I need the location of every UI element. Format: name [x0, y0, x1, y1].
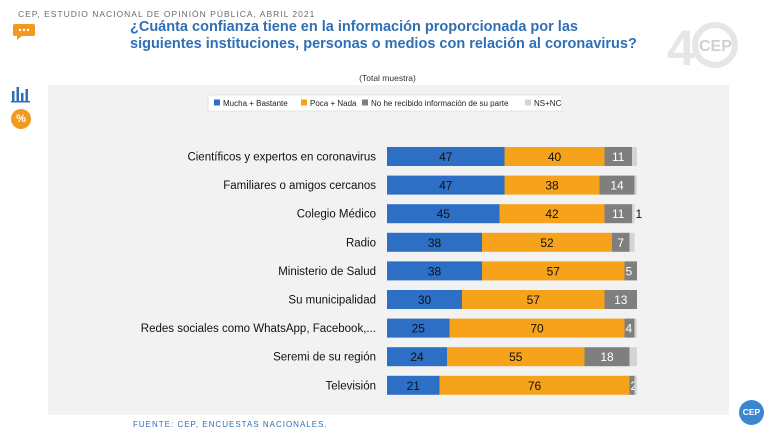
data-label: 11: [612, 150, 625, 164]
bar-no-he-recibido-informacion-de-su-parte: [629, 375, 635, 395]
legend-swatch-no-he-recibido-informacion-de-su-parte: [362, 99, 368, 106]
data-label: 21: [407, 379, 421, 393]
data-label: 70: [530, 322, 544, 336]
data-label: 11: [612, 207, 625, 221]
category-label: Ministerio de Salud: [278, 266, 376, 278]
category-label: Televisión: [326, 380, 377, 392]
bar-poca-nada: [447, 347, 585, 367]
bar-poca-nada: [462, 290, 605, 309]
data-label: 47: [439, 179, 453, 193]
bar-mucha-bastante: [387, 175, 505, 195]
data-label: 57: [527, 293, 541, 307]
legend-swatch-ns-nc: [525, 99, 531, 106]
bar-poca-nada: [504, 147, 605, 166]
bar-mucha-bastante: [387, 261, 482, 281]
bar-no-he-recibido-informacion-de-su-parte: [604, 204, 632, 224]
source-footer: FUENTE: CEP, ENCUESTAS NACIONALES.: [133, 420, 328, 429]
cep-badge[interactable]: CEP: [739, 400, 764, 425]
data-label: 13: [614, 293, 628, 307]
bar-ns-nc: [634, 318, 637, 338]
category-label: Seremi de su región: [273, 352, 376, 364]
bar-ns-nc: [629, 232, 635, 252]
bar-poca-nada: [504, 175, 600, 195]
logo-text: CEP: [699, 38, 732, 55]
data-label: 45: [437, 207, 451, 221]
category-label: Redes sociales como WhatsApp, Facebook,.…: [141, 323, 376, 335]
bar-ns-nc: [632, 147, 637, 166]
bar-ns-nc: [629, 347, 637, 367]
bar-mucha-bastante: [387, 232, 482, 252]
data-label: 38: [545, 179, 559, 193]
data-label: 42: [545, 207, 559, 221]
bar-mucha-bastante: [387, 375, 440, 395]
data-label: 47: [439, 150, 453, 164]
bar-no-he-recibido-informacion-de-su-parte: [599, 175, 635, 195]
data-label: 14: [610, 179, 624, 193]
chart-title: ¿Cuánta confianza tiene en la informació…: [130, 19, 637, 52]
bar-mucha-bastante: [387, 204, 500, 224]
data-label: 30: [418, 293, 432, 307]
bar-mucha-bastante: [387, 347, 447, 367]
data-label: 2: [631, 379, 638, 393]
data-label: 55: [509, 350, 523, 364]
bar-chart-icon[interactable]: [11, 85, 31, 103]
legend-label-ns-nc: NS+NC: [534, 99, 562, 108]
category-label: Familiares o amigos cercanos: [223, 180, 376, 192]
bar-poca-nada: [482, 232, 612, 252]
data-label: 76: [528, 379, 542, 393]
bar-no-he-recibido-informacion-de-su-parte: [604, 147, 632, 166]
bar-ns-nc: [634, 175, 637, 195]
source-header: CEP, ESTUDIO NACIONAL DE OPINIÓN PÚBLICA…: [18, 9, 316, 19]
bar-mucha-bastante: [387, 290, 462, 309]
bar-poca-nada: [499, 204, 605, 224]
data-label: 25: [412, 322, 426, 336]
data-label: 57: [547, 264, 561, 278]
legend-label-poca-nada: Poca + Nada: [310, 99, 357, 108]
data-label: 1: [636, 207, 643, 221]
category-label: Su municipalidad: [288, 295, 376, 307]
data-label: 38: [428, 264, 442, 278]
side-toolbar: %: [11, 85, 37, 129]
data-label: 7: [617, 236, 624, 250]
legend-box: [207, 94, 563, 112]
bar-ns-nc: [634, 375, 637, 395]
bar-no-he-recibido-informacion-de-su-parte: [612, 232, 630, 252]
legend-label-mucha-bastante: Mucha + Bastante: [223, 99, 288, 108]
percent-icon[interactable]: %: [11, 109, 31, 129]
bar-poca-nada: [439, 375, 630, 395]
legend-swatch-poca-nada: [301, 99, 307, 106]
bar-ns-nc: [632, 204, 635, 224]
data-label: 38: [428, 236, 442, 250]
category-label: Científicos y expertos en coronavirus: [187, 152, 376, 164]
bar-poca-nada: [449, 318, 625, 338]
data-label: 52: [540, 236, 554, 250]
bar-no-he-recibido-informacion-de-su-parte: [584, 347, 630, 367]
bar-mucha-bastante: [387, 318, 450, 338]
legend-label-no-he-recibido-informacion-de-su-parte: No he recibido información de su parte: [371, 99, 509, 108]
data-label: 40: [548, 150, 562, 164]
bar-no-he-recibido-informacion-de-su-parte: [604, 290, 637, 309]
bar-no-he-recibido-informacion-de-su-parte: [624, 318, 635, 338]
bar-no-he-recibido-informacion-de-su-parte: [624, 261, 637, 281]
category-label: Radio: [346, 237, 376, 249]
category-label: Colegio Médico: [297, 209, 376, 221]
data-label: 24: [410, 350, 424, 364]
data-label: 5: [626, 264, 633, 278]
bar-mucha-bastante: [387, 147, 505, 166]
bar-poca-nada: [482, 261, 625, 281]
chat-bubble-icon: [13, 24, 35, 40]
legend-swatch-mucha-bastante: [214, 99, 220, 106]
chart-subtitle: (Total muestra): [359, 73, 416, 83]
data-label: 4: [626, 322, 633, 336]
cep-40-logo: 4 CEP: [667, 20, 738, 76]
data-label: 18: [600, 350, 614, 364]
svg-text:4: 4: [667, 20, 695, 76]
